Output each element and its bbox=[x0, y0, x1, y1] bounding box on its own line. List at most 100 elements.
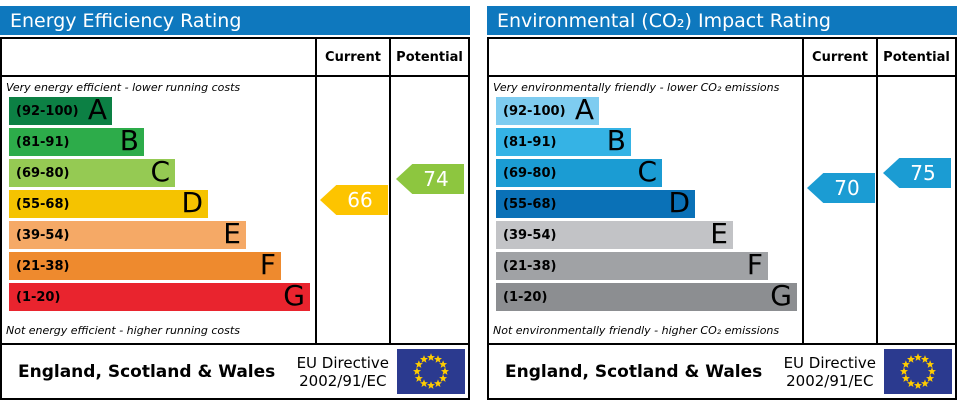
panel-title: Environmental (CO₂) Impact Rating bbox=[497, 9, 831, 32]
band-letter: B bbox=[119, 124, 139, 158]
potential-rating-value: 74 bbox=[423, 167, 449, 191]
energy-efficiency-table: Current Potential Very energy efficient … bbox=[0, 37, 470, 400]
band-range-label: (92-100) bbox=[503, 103, 566, 119]
potential-rating-column: 75 bbox=[876, 77, 955, 343]
current-rating-column: 66 bbox=[315, 77, 389, 343]
eu-flag-icon bbox=[397, 349, 465, 394]
band-bar-e: (39-54) E bbox=[9, 217, 246, 251]
environmental-impact-title-bar: Environmental (CO₂) Impact Rating bbox=[487, 6, 957, 35]
eu-directive-line1: EU Directive bbox=[783, 353, 876, 372]
band-row-f: (21-38) F bbox=[2, 248, 315, 283]
rating-bands-area: Very energy efficient - lower running co… bbox=[2, 77, 315, 343]
band-bar-d: (55-68) D bbox=[9, 186, 208, 220]
band-range-label: (69-80) bbox=[16, 165, 70, 181]
band-bar-f: (21-38) F bbox=[496, 251, 768, 280]
eu-flag-icon bbox=[884, 349, 952, 394]
band-row-c: (69-80) C bbox=[489, 155, 802, 190]
band-bar-g: (1-20) G bbox=[9, 279, 310, 313]
band-letter: E bbox=[710, 217, 728, 251]
eu-directive-line1: EU Directive bbox=[296, 353, 389, 372]
environmental-impact-panel: Environmental (CO₂) Impact Rating Curren… bbox=[487, 6, 957, 400]
energy-efficiency-panel: Energy Efficiency Rating Current Potenti… bbox=[0, 6, 470, 400]
band-bar-c: (69-80) C bbox=[9, 155, 175, 189]
current-column-header: Current bbox=[802, 39, 876, 77]
band-letter: F bbox=[259, 248, 276, 282]
band-letter: E bbox=[223, 217, 241, 251]
band-letter: B bbox=[606, 124, 626, 158]
region-label: England, Scotland & Wales bbox=[505, 361, 763, 382]
band-row-e: (39-54) E bbox=[2, 217, 315, 252]
band-range-label: (69-80) bbox=[503, 165, 557, 181]
band-range-label: (39-54) bbox=[16, 227, 70, 243]
band-row-g: (1-20) G bbox=[489, 279, 802, 314]
eu-directive-line2: 2002/91/EC bbox=[299, 371, 387, 390]
header-blank-cell bbox=[489, 39, 802, 77]
band-range-label: (92-100) bbox=[16, 103, 79, 119]
top-caption: Very environmentally friendly - lower CO… bbox=[493, 81, 780, 94]
potential-column-header: Potential bbox=[389, 39, 468, 77]
band-row-b: (81-91) B bbox=[489, 124, 802, 159]
band-letter: D bbox=[668, 186, 690, 220]
potential-column-header: Potential bbox=[876, 39, 955, 77]
band-letter: G bbox=[283, 279, 305, 313]
potential-rating-column: 74 bbox=[389, 77, 468, 343]
current-rating-column: 70 bbox=[802, 77, 876, 343]
band-row-a: (92-100) A bbox=[2, 93, 315, 128]
bottom-caption: Not environmentally friendly - higher CO… bbox=[493, 324, 780, 337]
band-bar-b: (81-91) B bbox=[496, 124, 631, 158]
band-bar-a: (92-100) A bbox=[9, 93, 112, 127]
band-bar-b: (81-91) B bbox=[9, 124, 144, 158]
rating-bands-area: Very environmentally friendly - lower CO… bbox=[489, 77, 802, 343]
potential-rating-arrow: 74 bbox=[396, 164, 464, 194]
eu-directive-text: EU Directive 2002/91/EC bbox=[784, 354, 876, 390]
band-letter: D bbox=[181, 186, 203, 220]
band-letter: C bbox=[637, 155, 657, 189]
band-row-d: (55-68) D bbox=[489, 186, 802, 221]
band-range-label: (1-20) bbox=[16, 289, 61, 305]
band-range-label: (55-68) bbox=[503, 196, 557, 212]
top-caption: Very energy efficient - lower running co… bbox=[6, 81, 241, 94]
header-blank-cell bbox=[2, 39, 315, 77]
current-column-header: Current bbox=[315, 39, 389, 77]
band-bar-c: (69-80) C bbox=[496, 155, 662, 189]
band-bar-f: (21-38) F bbox=[9, 248, 281, 282]
eu-directive-text: EU Directive 2002/91/EC bbox=[297, 354, 389, 390]
environmental-impact-table: Current Potential Very environmentally f… bbox=[487, 37, 957, 400]
current-rating-arrow: 70 bbox=[807, 173, 875, 203]
band-range-label: (21-38) bbox=[503, 258, 557, 274]
energy-efficiency-title-bar: Energy Efficiency Rating bbox=[0, 6, 470, 35]
band-bar-a: (92-100) A bbox=[496, 93, 599, 127]
footer: England, Scotland & Wales EU Directive 2… bbox=[2, 343, 468, 398]
band-letter: G bbox=[770, 279, 792, 313]
panel-title: Energy Efficiency Rating bbox=[10, 9, 242, 32]
band-bar-d: (55-68) D bbox=[496, 186, 695, 220]
band-letter: A bbox=[87, 93, 107, 127]
band-range-label: (1-20) bbox=[503, 289, 548, 305]
band-row-g: (1-20) G bbox=[2, 279, 315, 314]
potential-rating-arrow: 75 bbox=[883, 158, 951, 188]
band-row-e: (39-54) E bbox=[489, 217, 802, 252]
band-row-b: (81-91) B bbox=[2, 124, 315, 159]
band-range-label: (81-91) bbox=[16, 134, 70, 150]
band-row-d: (55-68) D bbox=[2, 186, 315, 221]
region-label: England, Scotland & Wales bbox=[18, 361, 276, 382]
band-bar-g: (1-20) G bbox=[496, 279, 797, 313]
footer: England, Scotland & Wales EU Directive 2… bbox=[489, 343, 955, 398]
band-letter: C bbox=[150, 155, 170, 189]
eu-directive-line2: 2002/91/EC bbox=[786, 371, 874, 390]
band-range-label: (81-91) bbox=[503, 134, 557, 150]
potential-rating-value: 75 bbox=[910, 161, 936, 185]
band-bar-e: (39-54) E bbox=[496, 217, 733, 251]
band-range-label: (21-38) bbox=[16, 258, 70, 274]
band-row-f: (21-38) F bbox=[489, 251, 802, 283]
band-range-label: (55-68) bbox=[16, 196, 70, 212]
current-rating-arrow: 66 bbox=[320, 185, 388, 215]
band-row-a: (92-100) A bbox=[489, 93, 802, 128]
band-letter: A bbox=[574, 93, 594, 127]
band-row-c: (69-80) C bbox=[2, 155, 315, 190]
current-rating-value: 66 bbox=[347, 188, 373, 212]
bottom-caption: Not energy efficient - higher running co… bbox=[6, 324, 240, 337]
band-range-label: (39-54) bbox=[503, 227, 557, 243]
current-rating-value: 70 bbox=[834, 176, 860, 200]
